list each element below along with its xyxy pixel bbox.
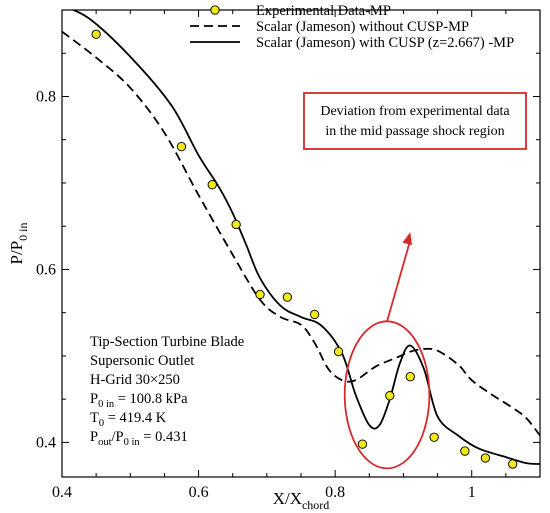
- info-line: Pout/P0 in = 0.431: [90, 429, 188, 448]
- info-line: H-Grid 30×250: [90, 372, 180, 388]
- series-line-without-cusp: [62, 30, 540, 437]
- experimental-data-point: [231, 219, 241, 230]
- series-line-with-cusp: [71, 10, 540, 465]
- experimental-data-point: [282, 292, 292, 302]
- experimental-data-point: [207, 180, 217, 190]
- legend-label: Scalar (Jameson) without CUSP-MP: [256, 19, 469, 35]
- info-line: P0 in = 100.8 kPa: [90, 391, 188, 410]
- legend-marker-experimental: [210, 5, 220, 15]
- x-axis-title: X/Xchord: [273, 489, 330, 512]
- experimental-data-point: [333, 346, 344, 357]
- info-box: Tip-Section Turbine Blade Supersonic Outl…: [90, 334, 244, 448]
- experimental-data-point: [405, 372, 415, 382]
- x-tick-label: 1: [468, 484, 476, 501]
- experimental-data-point: [357, 439, 368, 449]
- info-line: Supersonic Outlet: [90, 353, 194, 369]
- legend-label: Scalar (Jameson) with CUSP (z=2.667) -MP: [256, 35, 514, 51]
- annotation-arrow-shaft: [386, 240, 412, 322]
- experimental-data-point: [176, 141, 187, 152]
- y-tick-label: 0.6: [36, 261, 56, 278]
- series-layer: [62, 10, 540, 469]
- experimental-data-point: [310, 309, 320, 320]
- experimental-data-point: [480, 453, 491, 463]
- experimental-data-point: [91, 29, 101, 39]
- y-axis-title: P/P0 in: [7, 223, 30, 265]
- experimental-data-point: [385, 391, 395, 401]
- annotation-text-line2: in the mid passage shock region: [325, 124, 504, 139]
- annotation-text-line1: Deviation from experimental data: [320, 104, 510, 119]
- experimental-data-point: [508, 459, 518, 469]
- experimental-data-point: [255, 289, 265, 300]
- annotation-box: [303, 92, 527, 150]
- x-tick-label: 0.4: [52, 484, 72, 501]
- legend-label: Experimental Data-MP: [256, 3, 391, 19]
- info-line: Tip-Section Turbine Blade: [90, 334, 244, 350]
- info-line: T0 = 419.4 K: [90, 410, 167, 429]
- y-tick-label: 0.4: [36, 434, 56, 451]
- annotation-layer: Deviation from experimental data in the m…: [303, 92, 527, 470]
- x-tick-label: 0.8: [325, 484, 345, 501]
- experimental-data-point: [429, 432, 439, 442]
- x-tick-label: 0.6: [189, 484, 209, 501]
- annotation-arrow-head: [402, 232, 413, 246]
- axis-titles: X/Xchord P/P0 in: [7, 223, 329, 512]
- y-tick-label: 0.8: [36, 88, 56, 105]
- ticks-layer: 0.4 0.6 0.8 1 0.4 0.6 0.8: [36, 9, 541, 501]
- experimental-data-point: [460, 446, 470, 456]
